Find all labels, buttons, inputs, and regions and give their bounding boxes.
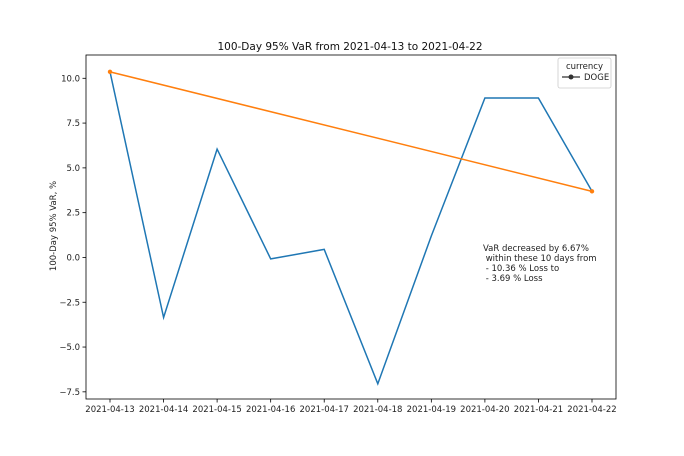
annotation-line-3: - 10.36 % Loss to xyxy=(483,264,559,274)
legend-box xyxy=(557,57,612,89)
y-tick-label: −5.0 xyxy=(59,343,80,353)
trend-end-marker xyxy=(589,189,595,194)
x-tick-label: 2021-04-19 xyxy=(407,405,456,415)
annotation-line-2: within these 10 days from xyxy=(483,254,597,264)
y-tick-label: 7.5 xyxy=(66,119,80,129)
legend: currency DOGE xyxy=(557,57,612,89)
legend-title: currency xyxy=(566,62,603,72)
annotation-line-1: VaR decreased by 6.67% xyxy=(483,244,589,254)
y-tick-label: 2.5 xyxy=(66,209,80,219)
annotation: VaR decreased by 6.67% within these 10 d… xyxy=(483,244,597,284)
chart-title: 100-Day 95% VaR from 2021-04-13 to 2021-… xyxy=(217,41,482,53)
plot-frame xyxy=(85,54,617,400)
y-tick-label: −7.5 xyxy=(59,388,80,398)
y-tick-label: 10.0 xyxy=(61,74,80,84)
legend-marker-doge xyxy=(568,74,574,80)
trend-start-marker xyxy=(107,69,113,75)
annotation-line-4: - 3.69 % Loss xyxy=(483,274,543,284)
x-tick-label: 2021-04-18 xyxy=(353,405,402,415)
x-tick-label: 2021-04-14 xyxy=(139,405,188,415)
y-axis-ticks: 10.0 7.5 5.0 2.5 0.0 −2.5 −5.0 −7.5 xyxy=(59,74,86,398)
legend-label-doge: DOGE xyxy=(584,73,609,83)
y-axis-label: 100-Day 95% VaR, % xyxy=(49,181,59,271)
y-tick-label: 5.0 xyxy=(66,164,80,174)
trend-line xyxy=(109,71,593,193)
x-tick-label: 2021-04-17 xyxy=(300,405,349,415)
series-line-doge xyxy=(109,71,593,386)
y-tick-label: 0.0 xyxy=(66,253,80,263)
x-tick-label: 2021-04-21 xyxy=(514,405,563,415)
y-tick-label: −2.5 xyxy=(59,298,80,308)
x-tick-label: 2021-04-16 xyxy=(246,405,295,415)
x-tick-label: 2021-04-15 xyxy=(192,405,241,415)
x-tick-label: 2021-04-22 xyxy=(567,405,616,415)
x-tick-label: 2021-04-20 xyxy=(460,405,509,415)
x-axis-ticks: 2021-04-13 2021-04-14 2021-04-15 2021-04-16… xyxy=(85,399,617,415)
x-tick-label: 2021-04-13 xyxy=(85,405,134,415)
